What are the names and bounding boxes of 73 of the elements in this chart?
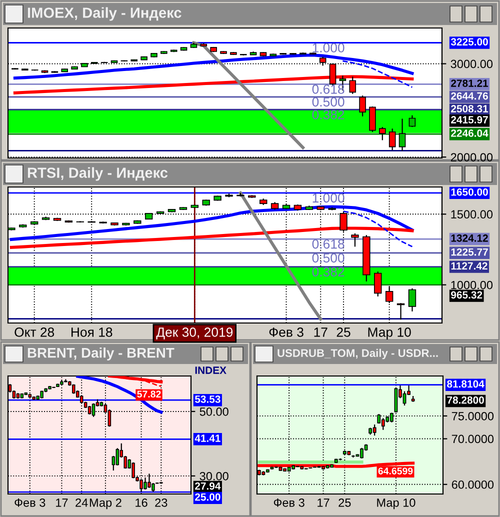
text: 78.2800 <box>447 396 484 404</box>
ref-line-label: 3225.00 <box>450 38 488 46</box>
line-series <box>192 41 304 150</box>
y-tick-label: 70.0000 <box>452 434 494 444</box>
annotation: 0.618 <box>312 84 344 94</box>
y-tick-label: 50.00 <box>200 408 228 416</box>
x-tick-label: Фев 3 <box>14 498 46 507</box>
x-tick-label: Дек 30, 2019 <box>156 328 233 340</box>
annotation: 1.000 <box>312 43 344 52</box>
ref-line-label: 1225.77 <box>451 248 488 256</box>
annotation: 0.500 <box>312 253 344 263</box>
x-tick-label: 23 <box>155 498 168 507</box>
y-tick-label: 1000.00 <box>451 280 493 290</box>
candlestick <box>360 447 364 459</box>
chart-title: USDRUB_TOM, Daily - USDR... <box>278 348 438 360</box>
ref-line-label: 2508.31 <box>451 105 488 112</box>
text: 965.32 <box>451 291 482 299</box>
ref-line-label: 25.00 <box>195 493 220 501</box>
x-tick-label: Ноя 18 <box>72 328 112 337</box>
candlestick <box>116 448 120 466</box>
x-tick-label: 25 <box>338 498 351 507</box>
candlestick <box>379 126 386 141</box>
annotation: 1.000 <box>312 193 344 203</box>
annotation: 0.382 <box>312 110 344 120</box>
x-tick-label: Мар 2 <box>90 498 122 510</box>
y-axis-title: INDEX <box>195 366 226 374</box>
chart-title: IMOEX, Daily - Индекс <box>28 7 182 21</box>
ref-line-label: 2246.04 <box>451 130 488 137</box>
x-tick-label: 17 <box>314 328 328 337</box>
candlestick <box>388 128 396 151</box>
x-tick-label: 17 <box>318 498 330 507</box>
line-series <box>342 210 413 248</box>
ref-line-label: 53.53 <box>194 396 220 403</box>
x-tick-label: 16 <box>136 498 148 507</box>
ref-line-label: 81.8104 <box>447 380 484 388</box>
x-tick-label: Окт 28 <box>14 328 54 337</box>
candlestick <box>374 270 382 297</box>
y-tick-label: 2000.00 <box>450 153 493 162</box>
x-tick-label: Фев 3 <box>274 498 304 507</box>
x-tick-label: Фев 3 <box>269 328 304 337</box>
candlestick <box>372 424 376 436</box>
ref-line-label: 2644.76 <box>451 92 488 100</box>
ref-line-label: 2781.21 <box>451 80 488 87</box>
annotation: 0.500 <box>312 97 344 107</box>
text: 27.94 <box>195 482 221 490</box>
annotation: 0.618 <box>312 239 344 249</box>
x-tick-label: 25 <box>336 328 350 337</box>
x-tick-label: Мар 10 <box>377 498 416 510</box>
data-label: 64.6599 <box>378 468 413 474</box>
chart-title: RTSI, Daily - Индекс <box>28 167 168 181</box>
candlestick <box>408 114 416 128</box>
line-series <box>10 205 414 241</box>
ref-line-label: 1650.00 <box>451 188 488 196</box>
annotation: 0.382 <box>312 267 344 277</box>
x-tick-label: Мар 10 <box>368 328 411 340</box>
y-tick-label: 60.0000 <box>452 480 494 489</box>
chart-title: BRENT, Daily - BRENT <box>28 348 174 360</box>
y-tick-label: 75.0000 <box>452 412 494 420</box>
ref-line-label: 1127.42 <box>451 262 488 270</box>
ref-line-label: 1324.12 <box>451 234 488 242</box>
candlestick <box>369 106 376 133</box>
candlestick <box>351 232 359 248</box>
x-tick-label: 24 <box>76 498 88 507</box>
candlestick <box>359 95 366 117</box>
ref-line-label: 41.41 <box>194 434 220 442</box>
x-tick-label: 17 <box>56 498 68 507</box>
y-tick-label: 30.00 <box>200 472 228 480</box>
candlestick <box>408 288 416 312</box>
data-label: 57.82 <box>137 390 161 398</box>
y-tick-label: 1500.00 <box>451 210 493 219</box>
text: 2415.97 <box>451 116 488 124</box>
y-tick-label: 3000.00 <box>450 60 493 68</box>
candlestick <box>398 118 406 152</box>
